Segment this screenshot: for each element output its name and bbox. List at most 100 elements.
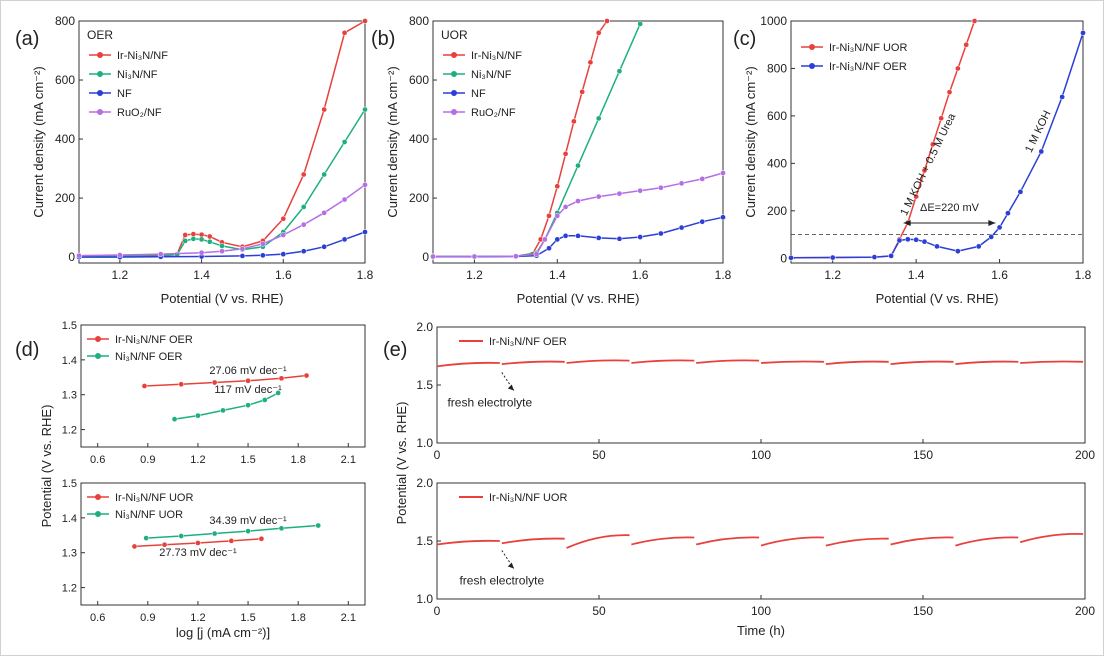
panel-a-ytick-label: 400 <box>55 132 75 146</box>
panel-b-legend-1-swatch-marker <box>451 71 457 77</box>
panel-a-series-2-point <box>341 236 348 243</box>
panel-e-sub2-segment <box>566 534 630 549</box>
panel-d-sub1-series-1-point <box>275 390 281 396</box>
panel-a-legend-3-label: RuO₂/NF <box>117 107 162 119</box>
panel-d-sub2-series-1-point <box>278 525 285 532</box>
panel-b-series-3-point <box>562 204 569 210</box>
panel-a-legend-2-label: NF <box>117 88 132 100</box>
panel-d-sub1-legend-0-swatch-marker <box>95 336 101 342</box>
panel-a-series-0-point <box>182 232 189 238</box>
panel-d-sub2-ytick-label: 1.3 <box>62 548 77 560</box>
panel-b-legend-0-label: Ir-Ni₃N/NF <box>471 50 522 62</box>
panel-a-xtick-label: 1.4 <box>193 268 210 282</box>
panel-b-series-0-point <box>554 183 561 190</box>
panel-b-series-2-point <box>678 224 685 231</box>
panel-c-ytick-label: 800 <box>767 61 787 75</box>
panel-c-series-1-point <box>1080 30 1086 36</box>
panel-c-letter: (c) <box>733 28 756 50</box>
panel-e-sub1-segment <box>631 359 695 364</box>
panel-b-series-2-point <box>699 218 706 225</box>
panel-d-sub2-xtick-label: 2.1 <box>341 612 356 624</box>
panel-d-sub1-legend-1-swatch-marker <box>95 353 101 359</box>
panel-d-sub1-series-0-point <box>303 372 310 379</box>
panel-c-series-1-point <box>1005 210 1011 217</box>
panel-b-series-1-line <box>433 23 641 258</box>
panel-a-ylabel: Current density (mA cm⁻²) <box>31 66 46 217</box>
panel-b-series-2-point <box>575 232 581 239</box>
panel-b-ytick-label: 400 <box>409 132 429 146</box>
panel-c-ytick-label: 200 <box>767 204 787 218</box>
panel-a-xtick-label: 1.2 <box>112 268 129 282</box>
panel-d-sub2-series-1-line <box>146 524 319 539</box>
panel-b-series-3-point <box>720 170 726 176</box>
panel-c-frame <box>790 20 1084 264</box>
panel-a-series-2-point <box>362 229 368 235</box>
panel-a-series-3-point <box>117 252 123 258</box>
panel-a-series-2-point <box>321 243 327 250</box>
panel-d-sub1-series-1-point <box>195 412 201 419</box>
panel-a-series-3-point <box>300 221 307 228</box>
panel-c-series-0-point <box>938 115 945 122</box>
panel-a-series-0-point <box>198 231 205 238</box>
panel-a-series-3-point <box>157 251 164 257</box>
panel-e-sub1-segment <box>760 360 824 364</box>
panel-c-gap-label: ΔE=220 mV <box>920 202 980 214</box>
panel-a-series-3-point <box>260 240 266 247</box>
panel-b-series-1-point <box>637 21 643 27</box>
panel-d-sub2-series-1-point <box>178 533 185 539</box>
panel-c-series-1-point <box>829 254 836 261</box>
panel-c-series-0-point <box>971 18 978 24</box>
panel-a-frame <box>78 20 366 264</box>
panel-c-ytick-label: 1000 <box>760 14 787 28</box>
panel-b-legend-2-label: NF <box>471 88 486 100</box>
panel-b-series-2-point <box>637 234 643 240</box>
panel-b-ytick-label: 600 <box>409 73 429 87</box>
panel-a-series-3-point <box>280 232 287 238</box>
panel-b-legend-1-label: Ni₃N/NF <box>471 69 512 81</box>
panel-d-sub1-slope-label-0: 27.06 mV dec⁻¹ <box>209 365 287 377</box>
panel-b-ytick-label: 200 <box>409 191 429 205</box>
panel-a-series-3-point <box>362 181 368 188</box>
panel-d-sub1-ytick-label: 1.2 <box>62 425 77 437</box>
panel-b-series-2-point <box>546 245 552 252</box>
panel-a-legend-1-swatch-marker <box>97 71 103 77</box>
panel-c-series-1-point <box>888 253 894 259</box>
panel-c-series-1-point <box>871 254 878 260</box>
panel-c-legend-1-swatch-marker <box>809 63 815 69</box>
panel-c-legend-0-label: Ir-Ni₃N/NF UOR <box>829 42 907 54</box>
panel-d-sub2-legend-0-swatch-marker <box>95 494 101 500</box>
panel-a-series-0-point <box>321 106 327 113</box>
panel-b-ytick-label: 800 <box>409 14 429 28</box>
panel-a-series-3-point <box>239 245 246 252</box>
panel-b-ytick-label: 0 <box>422 250 429 264</box>
panel-d-sub2-ytick-label: 1.2 <box>62 583 77 595</box>
panel-a-xtick-label: 1.6 <box>275 268 292 282</box>
panel-b-series-1-point <box>575 162 581 169</box>
panel-e-sub1-ytick-label: 2.0 <box>416 320 433 334</box>
panel-d-sub1-ytick-label: 1.3 <box>62 390 77 402</box>
panel-e-sub2-annotation-label: fresh electrolyte <box>459 573 544 587</box>
panel-e-sub1-xtick-label: 50 <box>592 448 606 462</box>
panel-c-series-1-point <box>975 243 982 250</box>
panel-b-series-2-point <box>595 235 602 241</box>
panel-d-sub2-series-0-point <box>131 543 138 550</box>
panel-a-series-0-point <box>362 18 368 24</box>
panel-c-series-0-point <box>921 167 928 174</box>
panel-d-sub2-series-0-point <box>195 540 201 546</box>
panel-a-series-0-point <box>190 231 197 237</box>
panel-b-series-3-point <box>533 251 540 257</box>
panel-a-xlabel: Potential (V vs. RHE) <box>161 291 284 306</box>
panel-b-xtick-label: 1.4 <box>549 268 566 282</box>
panel-e-sub1-segment <box>696 359 760 364</box>
panel-e-sub2-ytick-label: 2.0 <box>416 476 433 490</box>
panel-a-series-1-point <box>190 235 197 242</box>
panel-d-sub2-xtick-label: 0.6 <box>90 612 105 624</box>
panel-e-sub1-segment <box>501 360 565 365</box>
panel-c-series-1-point <box>788 254 794 261</box>
panel-e-sub1-segment <box>890 360 954 365</box>
panel-a-series-2-point <box>239 253 246 259</box>
panel-e-sub2-segment <box>631 536 695 546</box>
panel-d-sub2-legend-1-swatch-marker <box>95 511 101 517</box>
panel-a-series-1-point <box>362 106 368 113</box>
